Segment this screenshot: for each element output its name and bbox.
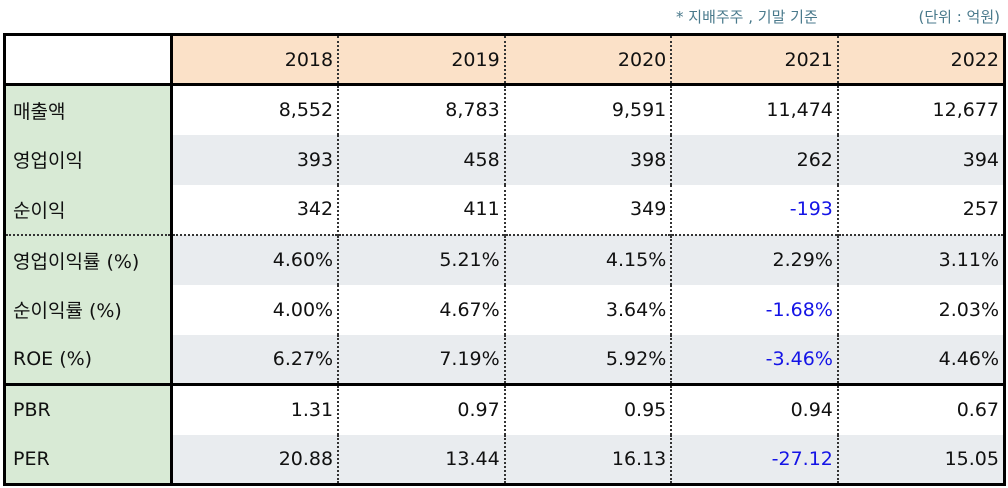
value-cell: 2.29% <box>671 233 839 285</box>
value-cell: -27.12 <box>671 434 839 486</box>
value-cell: 3.11% <box>837 233 1006 285</box>
value-cell: 8,783 <box>338 84 506 135</box>
header-row: 2018 2019 2020 2021 2022 <box>3 33 1006 86</box>
row-label: 영업이익률 (%) <box>3 233 173 285</box>
table-row: 매출액 8,552 8,783 9,591 11,474 12,677 <box>3 84 1006 135</box>
table-row: ROE (%) 6.27% 7.19% 5.92% -3.46% 4.46% <box>3 334 1006 385</box>
value-cell: 5.21% <box>338 233 506 285</box>
value-cell: 11,474 <box>671 84 839 135</box>
value-cell: -3.46% <box>671 334 839 385</box>
year-header: 2020 <box>504 33 673 86</box>
year-header: 2018 <box>171 33 340 86</box>
row-label: 순이익 <box>3 184 173 235</box>
value-cell: 20.88 <box>171 434 340 486</box>
value-cell: 16.13 <box>504 434 673 486</box>
value-cell: 393 <box>171 134 340 185</box>
value-cell: 2.03% <box>837 284 1006 335</box>
value-cell: 8,552 <box>171 84 340 135</box>
corner-cell <box>3 33 173 86</box>
table-row: PER 20.88 13.44 16.13 -27.12 15.05 <box>3 434 1006 486</box>
value-cell: 349 <box>504 184 673 235</box>
row-label: 영업이익 <box>3 134 173 185</box>
table-notes: * 지배주주 , 기말 기준 (단위 : 억원) <box>0 6 1008 30</box>
value-cell: 13.44 <box>338 434 506 486</box>
value-cell: 4.67% <box>338 284 506 335</box>
table-row: 영업이익률 (%) 4.60% 5.21% 4.15% 2.29% 3.11% <box>3 233 1006 285</box>
row-label: ROE (%) <box>3 334 173 385</box>
value-cell: 394 <box>837 134 1006 185</box>
value-cell: 6.27% <box>171 334 340 385</box>
value-cell: 411 <box>338 184 506 235</box>
value-cell: 4.15% <box>504 233 673 285</box>
value-cell: 0.97 <box>338 383 506 435</box>
year-header: 2021 <box>671 33 839 86</box>
table-row: 순이익률 (%) 4.00% 4.67% 3.64% -1.68% 2.03% <box>3 284 1006 335</box>
value-cell: 0.95 <box>504 383 673 435</box>
value-cell: -1.68% <box>671 284 839 335</box>
value-cell: 3.64% <box>504 284 673 335</box>
table-row: 순이익 342 411 349 -193 257 <box>3 184 1006 235</box>
value-cell: 342 <box>171 184 340 235</box>
year-header: 2022 <box>837 33 1006 86</box>
value-cell: 5.92% <box>504 334 673 385</box>
unit-note: (단위 : 억원) <box>918 8 1001 26</box>
value-cell: 458 <box>338 134 506 185</box>
value-cell: 0.94 <box>671 383 839 435</box>
value-cell: -193 <box>671 184 839 235</box>
row-label: PBR <box>3 383 173 435</box>
value-cell: 7.19% <box>338 334 506 385</box>
table-row: PBR 1.31 0.97 0.95 0.94 0.67 <box>3 383 1006 435</box>
value-cell: 9,591 <box>504 84 673 135</box>
value-cell: 12,677 <box>837 84 1006 135</box>
basis-note: * 지배주주 , 기말 기준 <box>676 8 818 26</box>
value-cell: 257 <box>837 184 1006 235</box>
row-label: 순이익률 (%) <box>3 284 173 335</box>
table-row: 영업이익 393 458 398 262 394 <box>3 134 1006 185</box>
value-cell: 262 <box>671 134 839 185</box>
year-header: 2019 <box>338 33 506 86</box>
value-cell: 398 <box>504 134 673 185</box>
row-label: PER <box>3 434 173 486</box>
row-label: 매출액 <box>3 84 173 135</box>
value-cell: 0.67 <box>837 383 1006 435</box>
financial-table: 2018 2019 2020 2021 2022 매출액 8,552 8,783 9,… <box>3 33 1006 486</box>
value-cell: 4.46% <box>837 334 1006 385</box>
value-cell: 4.60% <box>171 233 340 285</box>
value-cell: 1.31 <box>171 383 340 435</box>
value-cell: 4.00% <box>171 284 340 335</box>
value-cell: 15.05 <box>837 434 1006 486</box>
